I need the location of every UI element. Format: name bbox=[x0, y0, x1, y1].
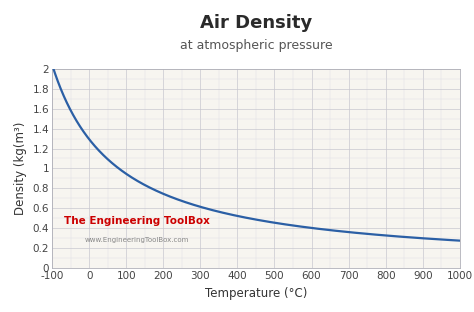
Text: The Engineering ToolBox: The Engineering ToolBox bbox=[64, 217, 210, 227]
Text: at atmospheric pressure: at atmospheric pressure bbox=[180, 39, 332, 52]
Y-axis label: Density (kg(m³): Density (kg(m³) bbox=[14, 122, 27, 215]
X-axis label: Temperature (°C): Temperature (°C) bbox=[205, 287, 307, 300]
Text: www.EngineeringToolBox.com: www.EngineeringToolBox.com bbox=[85, 237, 189, 243]
Text: Air Density: Air Density bbox=[200, 14, 312, 32]
